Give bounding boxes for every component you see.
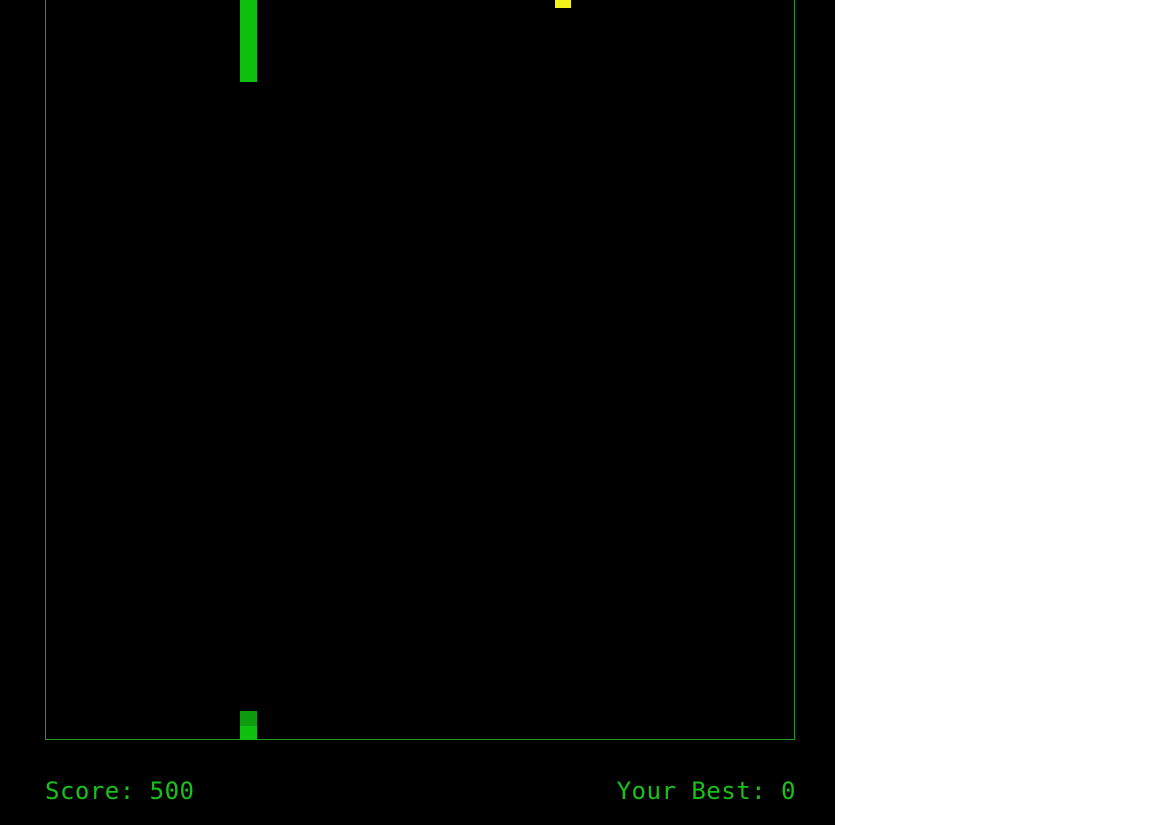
snake-segment <box>240 47 257 63</box>
game-panel: Score: 500 Your Best: 0 <box>0 0 835 825</box>
best-score-display: Your Best: 0 <box>616 777 796 805</box>
game-board[interactable] <box>45 0 795 740</box>
snake-segment <box>240 31 257 47</box>
snake-segment <box>240 711 257 727</box>
snake-segment <box>240 63 257 82</box>
score-display: Score: 500 <box>45 777 195 805</box>
food-pellet <box>555 0 571 8</box>
snake-segment <box>240 726 257 740</box>
snake-segment <box>240 0 257 15</box>
snake-segment <box>240 15 257 31</box>
